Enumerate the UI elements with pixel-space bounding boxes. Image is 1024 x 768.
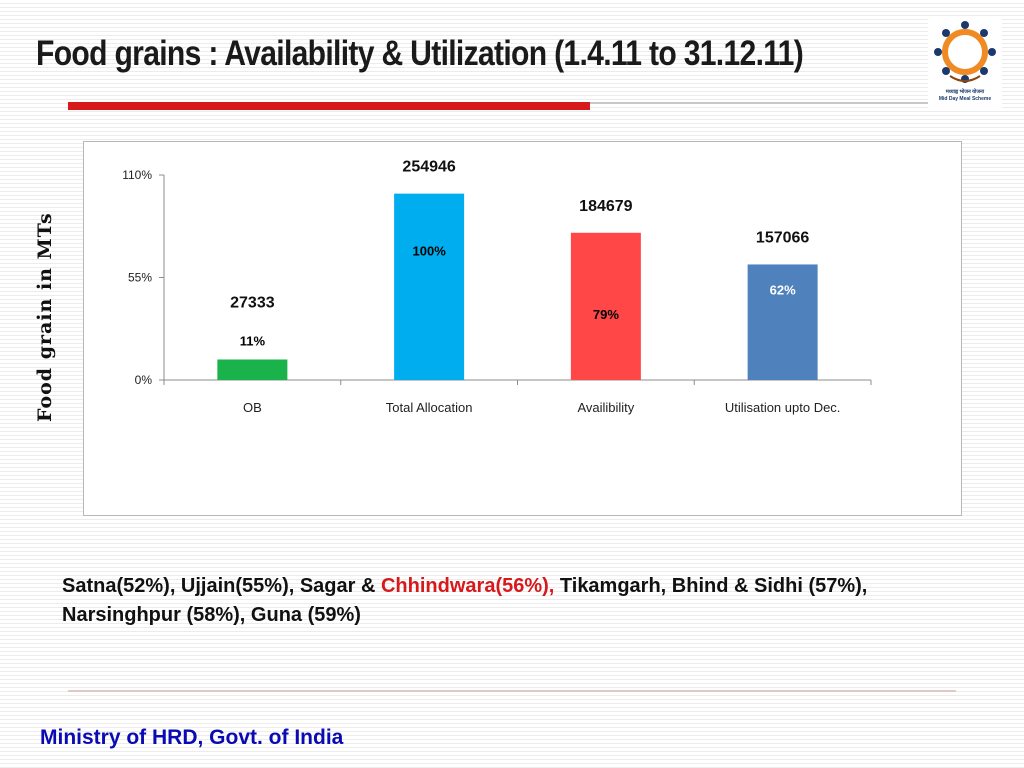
amount-label: 27333 (230, 295, 275, 312)
footer-divider (68, 690, 956, 692)
logo-text-hindi: मध्याह्न भोजन योजना (945, 89, 985, 95)
y-tick-label: 0% (135, 373, 153, 387)
bar-0 (217, 359, 288, 380)
amount-label: 254946 (402, 159, 455, 176)
amount-label: 184679 (579, 198, 632, 215)
note-text-part2: Tikamgarh, Bhind & Sidhi (57%), Narsingh… (62, 575, 868, 626)
logo-emblem-icon (934, 21, 996, 83)
percent-label: 11% (240, 334, 266, 349)
district-note: Satna(52%), Ujjain(55%), Sagar & Chhindw… (62, 572, 962, 630)
x-category-label: Utilisation upto Dec. (725, 400, 841, 415)
page-title: Food grains : Availability & Utilization… (36, 34, 804, 73)
y-tick-label: 55% (128, 271, 152, 285)
x-category-label: Availibility (577, 400, 634, 415)
side-axis-label: Food grain in MTs (34, 212, 56, 422)
x-category-label: OB (243, 400, 262, 415)
bar-chart: 0% 55% 110% OB 27333 11% Total Allocation 25494… (122, 159, 872, 415)
bar-3 (747, 264, 818, 380)
amount-label: 157066 (756, 229, 809, 246)
percent-label: 79% (593, 307, 619, 322)
footer-text: Ministry of HRD, Govt. of India (40, 726, 344, 749)
title-underline-red (68, 102, 590, 110)
percent-label: 62% (770, 282, 796, 297)
bar-2 (570, 232, 641, 380)
note-highlight: Chhindwara(56%), (380, 575, 555, 597)
title-underline-grey (590, 102, 930, 104)
percent-label: 100% (413, 244, 447, 259)
x-category-label: Total Allocation (386, 400, 473, 415)
note-text-part1: Satna(52%), Ujjain(55%), Sagar & (62, 575, 381, 597)
logo-text-english: Mid Day Meal Scheme (938, 96, 992, 102)
bar-1 (394, 193, 465, 380)
y-tick-label: 110% (122, 168, 152, 182)
chart-frame: 0% 55% 110% OB 27333 11% Total Allocation 25494… (83, 141, 962, 516)
mid-day-meal-logo: मध्याह्न भोजन योजना Mid Day Meal Scheme (928, 16, 1002, 108)
